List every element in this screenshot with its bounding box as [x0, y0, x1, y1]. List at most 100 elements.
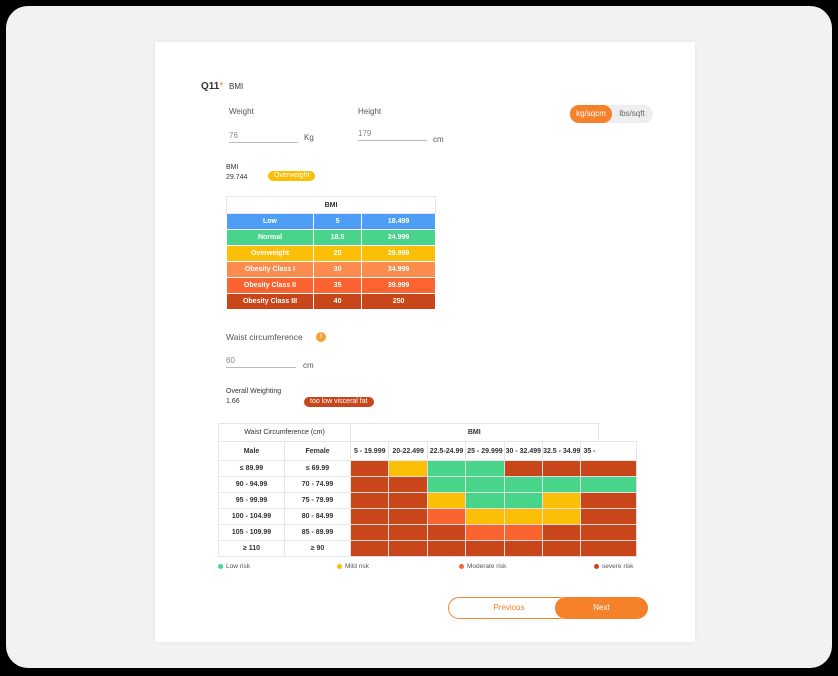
- waist-table-row: 105 - 109.99 85 - 89.99: [218, 524, 637, 541]
- question-card: Q11* BMI Weight Kg Height cm kg/sqcm lbs…: [155, 42, 695, 642]
- bmi-column-header: 25 - 29.999: [465, 441, 505, 461]
- bmi-table-row: Obesity Class I 30 34.999: [226, 261, 436, 278]
- risk-cell-moderate: [426, 508, 467, 525]
- next-button[interactable]: Next: [555, 597, 648, 619]
- bmi-column-header: 20-22.499: [388, 441, 428, 461]
- weight-label: Weight: [229, 107, 254, 116]
- risk-cell-severe: [542, 524, 582, 541]
- waist-table-row: ≤ 89.99 ≤ 69.99: [218, 460, 637, 477]
- risk-cell-mild: [503, 508, 544, 525]
- height-input[interactable]: [358, 129, 427, 141]
- question-title: BMI: [229, 82, 244, 91]
- legend-item: Low risk: [218, 563, 250, 570]
- risk-cell-severe: [350, 508, 390, 525]
- unit-lbs-sqft-option[interactable]: lbs/sqft: [619, 109, 645, 118]
- unit-toggle: kg/sqcm lbs/sqft: [569, 105, 653, 123]
- risk-cell-severe: [542, 540, 582, 557]
- risk-cell-severe: [426, 540, 467, 557]
- height-label: Height: [358, 107, 382, 116]
- male-header: Male: [218, 441, 285, 461]
- legend-label: Low risk: [226, 563, 250, 570]
- info-icon[interactable]: i: [316, 332, 326, 342]
- bmi-cell-min: 25: [312, 245, 363, 262]
- bmi-cell-max: 34.999: [361, 261, 436, 278]
- risk-cell-severe: [350, 492, 390, 509]
- waist-risk-table: Waist Circumference (cm) BMI Male Female…: [217, 423, 637, 557]
- risk-cell-severe: [580, 540, 637, 557]
- bmi-cell-min: 5: [312, 213, 363, 230]
- bmi-cell-min: 30: [312, 261, 363, 278]
- waist-male-range: ≤ 89.99: [218, 460, 285, 477]
- bmi-table-row: Normal 18.5 24.999: [226, 229, 436, 246]
- waist-female-range: 70 - 74.99: [283, 476, 352, 493]
- question-number: Q11*: [201, 81, 224, 92]
- visceral-fat-badge: too low visceral fat: [304, 397, 374, 407]
- risk-cell-low: [580, 476, 637, 493]
- risk-cell-severe: [580, 524, 637, 541]
- overall-weighting-value: 1.66: [226, 398, 240, 405]
- bmi-table-row: Obesity Class II 35 39.999: [226, 277, 436, 294]
- bmi-table-header: BMI: [226, 196, 436, 214]
- waist-female-range: 80 - 84.99: [283, 508, 352, 525]
- weight-input[interactable]: [229, 131, 298, 143]
- legend-dot-icon: [337, 564, 342, 569]
- waist-female-range: ≤ 69.99: [283, 460, 352, 477]
- bmi-table-row: Obesity Class III 40 250: [226, 293, 436, 310]
- risk-cell-severe: [388, 508, 428, 525]
- waist-label: Waist circumference: [226, 332, 303, 342]
- waist-male-range: 100 - 104.99: [218, 508, 285, 525]
- bmi-cell-name: Low: [226, 213, 314, 230]
- legend-item: Mild risk: [337, 563, 369, 570]
- previous-button[interactable]: Previous: [448, 597, 570, 619]
- bmi-category-badge: Overweight: [268, 171, 316, 181]
- bmi-column-header: 22.5-24.99: [426, 441, 467, 461]
- risk-cell-severe: [542, 460, 582, 477]
- risk-cell-low: [426, 460, 467, 477]
- risk-cell-mild: [465, 508, 505, 525]
- risk-cell-moderate: [465, 524, 505, 541]
- risk-cell-severe: [388, 540, 428, 557]
- waist-male-range: 105 - 109.99: [218, 524, 285, 541]
- risk-legend: Low risk Mild risk Moderate risk severe ris…: [218, 563, 637, 573]
- risk-cell-low: [503, 492, 544, 509]
- bmi-column-header: 30 - 32.499: [503, 441, 544, 461]
- waist-unit: cm: [303, 361, 314, 370]
- risk-cell-severe: [388, 492, 428, 509]
- risk-cell-low: [426, 476, 467, 493]
- waist-male-range: 90 - 94.99: [218, 476, 285, 493]
- risk-cell-mild: [542, 508, 582, 525]
- bmi-column-header: 5 - 19.999: [350, 441, 390, 461]
- legend-dot-icon: [594, 564, 599, 569]
- legend-label: Mild risk: [345, 563, 369, 570]
- waist-female-range: 85 - 89.99: [283, 524, 352, 541]
- risk-cell-low: [503, 476, 544, 493]
- bmi-cell-min: 18.5: [312, 229, 363, 246]
- waist-table-row: 100 - 104.99 80 - 84.99: [218, 508, 637, 525]
- risk-cell-moderate: [503, 524, 544, 541]
- risk-cell-severe: [503, 460, 544, 477]
- height-unit: cm: [433, 135, 444, 144]
- risk-cell-mild: [388, 460, 428, 477]
- unit-kg-sqcm-option[interactable]: kg/sqcm: [570, 105, 612, 123]
- risk-cell-severe: [465, 540, 505, 557]
- legend-item: Moderate risk: [459, 563, 506, 570]
- risk-cell-low: [465, 460, 505, 477]
- bmi-cell-max: 24.999: [361, 229, 436, 246]
- risk-cell-severe: [580, 508, 637, 525]
- risk-cell-low: [542, 476, 582, 493]
- risk-cell-severe: [350, 476, 390, 493]
- waist-bmi-header: BMI: [350, 423, 599, 442]
- weight-unit: Kg: [304, 133, 314, 142]
- waist-group-header: Waist Circumference (cm): [217, 423, 352, 442]
- risk-cell-severe: [426, 524, 467, 541]
- bmi-cell-max: 250: [361, 293, 436, 310]
- waist-table-row: 90 - 94.99 70 - 74.99: [218, 476, 637, 493]
- waist-input[interactable]: [226, 356, 296, 368]
- bmi-cell-name: Normal: [226, 229, 314, 246]
- female-header: Female: [283, 441, 352, 461]
- waist-female-range: 75 - 79.99: [283, 492, 352, 509]
- waist-female-range: ≥ 90: [283, 540, 352, 557]
- risk-cell-severe: [388, 524, 428, 541]
- bmi-column-header: 35 -: [580, 441, 637, 461]
- bmi-table-row: Low 5 18.499: [226, 213, 436, 230]
